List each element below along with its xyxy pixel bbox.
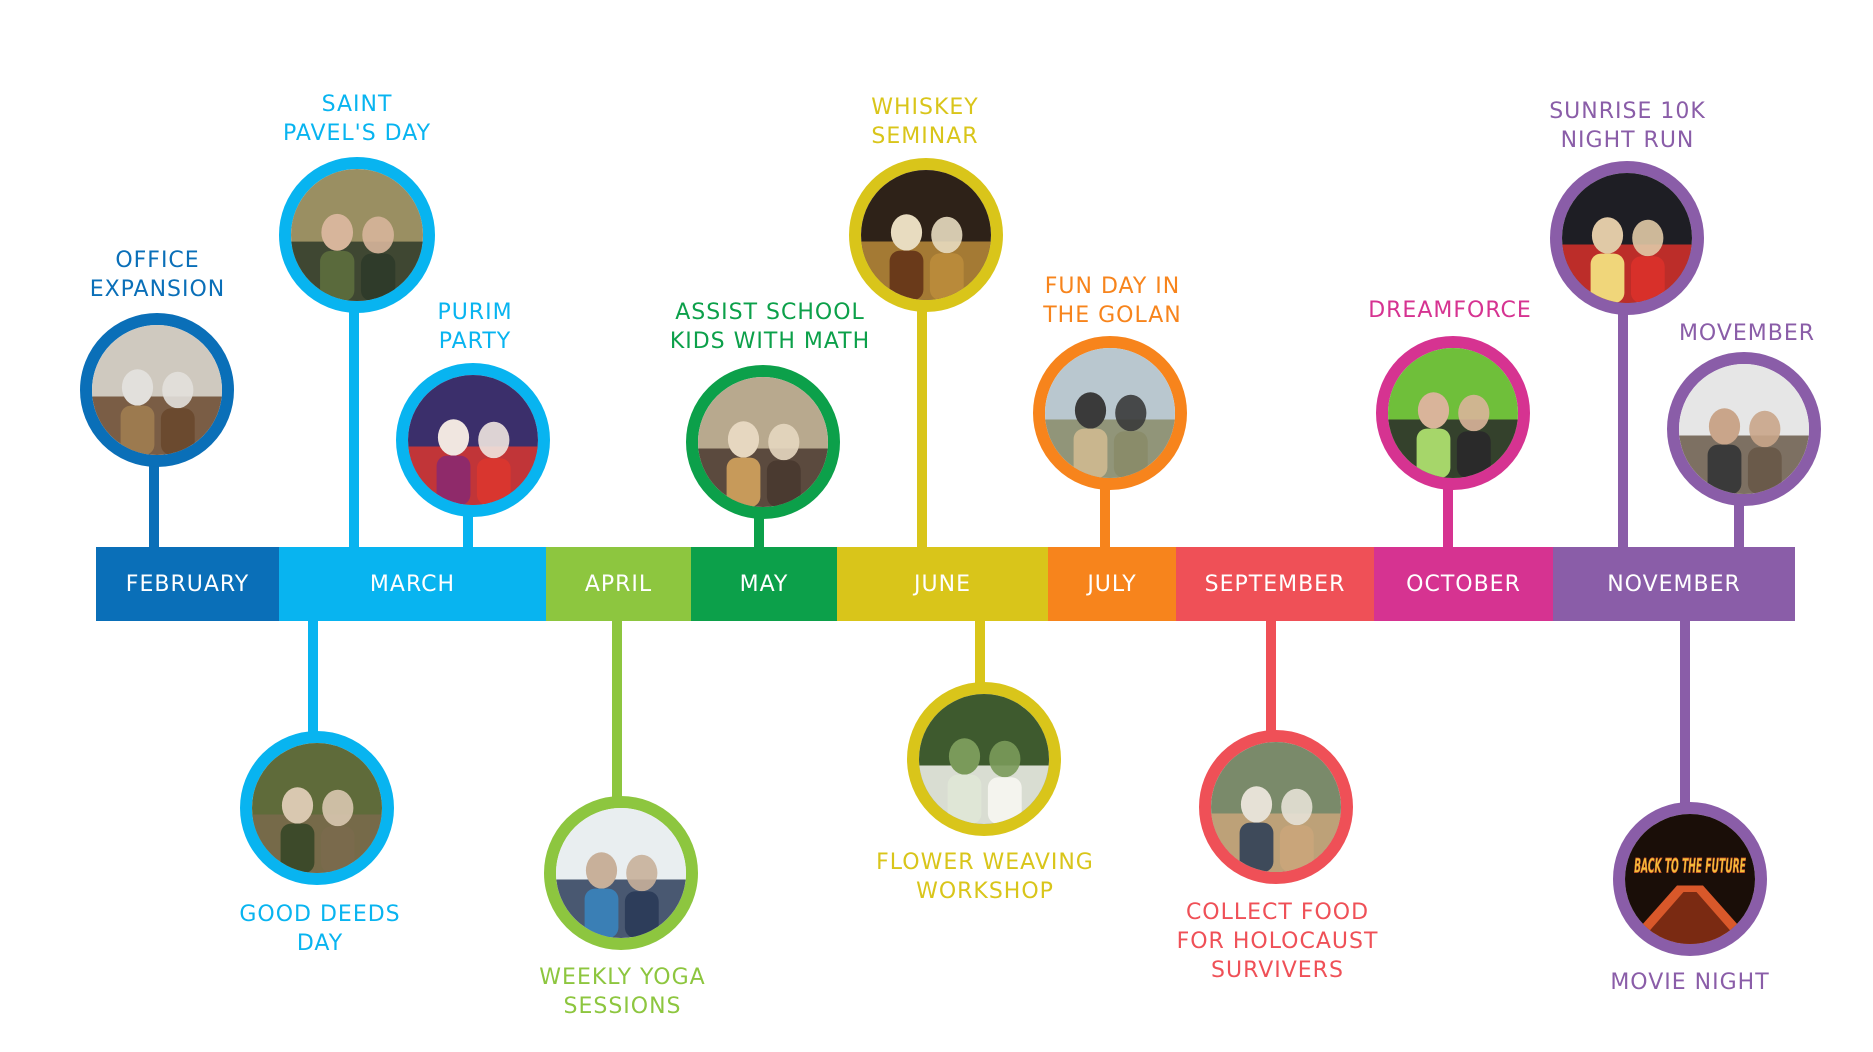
mustache-men-photo [1667,352,1821,506]
yoga-class-photo [544,796,698,950]
office-kitchen-photo [80,313,234,467]
conference-selfie-photo [1376,336,1530,490]
volunteers-outdoors-photo [240,731,394,885]
event-label-dreamforce: DREAMFORCE [1368,298,1532,323]
month-segment-february: FEBRUARY [96,547,279,621]
month-label: MAY [739,571,789,597]
event-label-movie-night: MOVIE NIGHT [1610,970,1770,995]
month-segment-april: APRIL [546,547,691,621]
event-label-sunrise-10k-night-run: SUNRISE 10K NIGHT RUN [1549,99,1706,153]
white-flowers-photo [907,682,1061,836]
casino-party-photo [396,363,550,517]
poster-title: BACK TO THE FUTURE [1634,855,1746,878]
event-label-assist-school-kids-with-math: ASSIST SCHOOL KIDS WITH MATH [669,300,871,354]
month-label: OCTOBER [1406,571,1521,597]
night-runners-photo [1550,161,1704,315]
connector-movie-night [1680,621,1690,879]
month-label: NOVEMBER [1607,571,1741,597]
month-label: MARCH [369,571,456,597]
event-label-office-expansion: OFFICE EXPANSION [89,248,226,302]
event-label-flower-weaving-workshop: FLOWER WEAVING WORKSHOP [876,850,1094,904]
connector-office-expansion [149,390,159,547]
connector-good-deeds-day [308,621,318,808]
food-boxes-photo [1199,730,1353,884]
event-label-good-deeds-day: GOOD DEEDS DAY [239,902,401,956]
connector-sunrise-10k-night-run [1618,238,1628,547]
month-segment-july: JULY [1048,547,1176,621]
back-to-the-future-poster: BACK TO THE FUTURE [1613,802,1767,956]
connector-whiskey-seminar [917,235,927,547]
group-on-hill-photo [1033,336,1187,490]
month-segment-june: JUNE [837,547,1048,621]
month-label: FEBRUARY [125,571,250,597]
month-label: SEPTEMBER [1204,571,1346,597]
event-label-whiskey-seminar: WHISKEY SEMINAR [871,95,979,149]
whiskey-bottles-photo [849,158,1003,312]
event-label-purim-party: PURIM PARTY [437,300,513,354]
month-label: JULY [1087,571,1137,597]
event-label-fun-day-in-the-golan: FUN DAY IN THE GOLAN [1043,274,1182,328]
event-label-weekly-yoga-sessions: WEEKLY YOGA SESSIONS [539,965,706,1019]
connector-collect-food-for-holocaust-survivers [1266,621,1276,807]
connector-saint-pavel-s-day [349,235,359,547]
month-segment-november: NOVEMBER [1553,547,1795,621]
month-label: JUNE [914,571,971,597]
month-label: APRIL [584,571,653,597]
connector-weekly-yoga-sessions [612,621,622,873]
kids-at-table-photo [686,365,840,519]
month-segment-september: SEPTEMBER [1176,547,1374,621]
event-label-movember: MOVEMBER [1678,321,1816,346]
month-segment-march: MARCH [279,547,546,621]
event-label-collect-food-for-holocaust-survivers: COLLECT FOOD FOR HOLOCAUST SURVIVERS [1176,900,1379,983]
event-label-saint-pavel-s-day: SAINT PAVEL'S DAY [282,92,432,146]
month-segment-october: OCTOBER [1374,547,1553,621]
man-in-hat-photo [279,157,435,313]
month-segment-may: MAY [691,547,837,621]
